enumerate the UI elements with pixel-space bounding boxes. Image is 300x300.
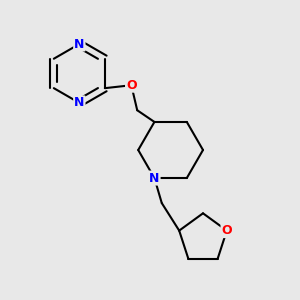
Text: O: O <box>221 224 232 237</box>
Text: N: N <box>149 172 160 184</box>
Text: N: N <box>74 96 85 110</box>
Text: O: O <box>126 79 136 92</box>
Text: N: N <box>74 38 85 50</box>
